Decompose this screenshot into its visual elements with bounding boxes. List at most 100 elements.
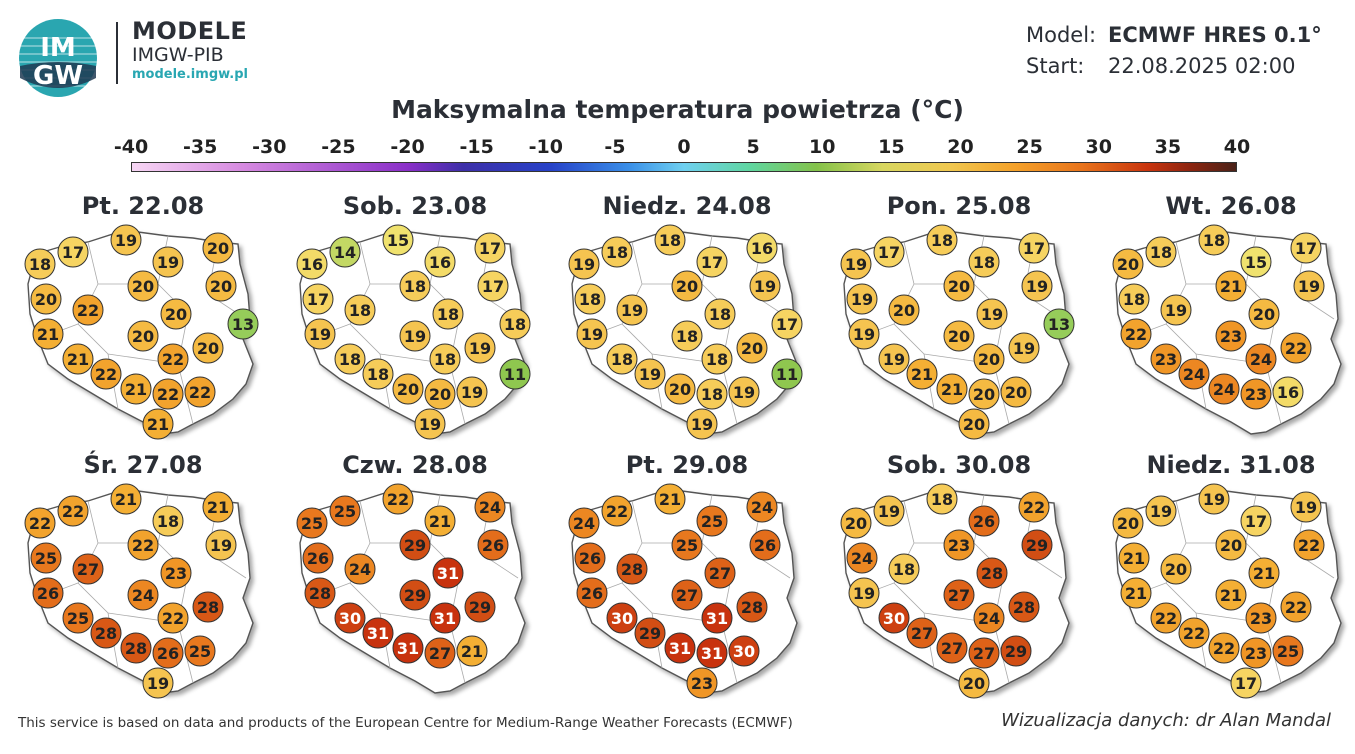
scale-tick-label: -40 [113,136,149,158]
station-temp-marker: 23 [1240,378,1272,410]
station-temp-marker: 25 [1272,635,1304,667]
station-temp-marker: 18 [704,298,736,330]
station-temp-marker: 20 [160,298,192,330]
brand-url[interactable]: modele.imgw.pl [132,67,248,82]
station-temp-marker: 19 [1008,332,1040,364]
station-temp-label: 29 [404,586,426,605]
station-temp-marker: 20 [30,283,62,315]
station-temp-label: 21 [207,498,229,517]
station-temp-label: 25 [67,609,89,628]
scale-tick-label: 15 [878,136,905,158]
station-temp-marker: 19 [616,294,648,326]
station-temp-marker: 18 [888,553,920,585]
station-temp-marker: 19 [878,343,910,375]
station-temp-marker: 21 [1118,542,1150,574]
station-temp-label: 19 [851,290,873,309]
panel-date-title: Śr. 27.08 [83,451,203,479]
station-temp-marker: 21 [906,358,938,390]
station-temp-label: 19 [845,255,867,274]
station-temp-label: 18 [579,290,601,309]
station-temp-marker: 20 [736,332,768,364]
station-temp-label: 30 [339,609,361,628]
station-temp-marker: 18 [399,270,431,302]
station-temp-label: 17 [878,243,900,262]
station-temp-label: 22 [189,383,211,402]
station-temp-label: 20 [963,415,985,434]
station-temp-label: 23 [1250,609,1272,628]
station-temp-marker: 24 [1178,358,1210,390]
station-temp-label: 18 [1150,243,1172,262]
station-temp-marker: 29 [1000,635,1032,667]
imgw-logo: IM GW [19,19,97,97]
footer-attribution: This service is based on data and produc… [18,715,793,731]
station-temp-marker: 23 [1215,320,1247,352]
station-temp-label: 18 [504,315,526,334]
station-temp-label: 19 [621,301,643,320]
station-temp-marker: 19 [456,376,488,408]
station-temp-label: 28 [197,598,219,617]
station-temp-label: 27 [77,560,99,579]
visualization-credit: Wizualizacja danych: dr Alan Mandal [1001,710,1331,731]
panel-date-title: Pon. 25.08 [886,192,1032,220]
station-temp-marker: 18 [601,236,633,268]
station-temp-label: 22 [62,502,84,521]
station-temp-marker: 24 [973,602,1005,634]
station-temp-label: 16 [429,253,451,272]
station-temp-label: 19 [1203,490,1225,509]
station-temp-marker: 20 [664,373,696,405]
station-temp-label: 21 [67,350,89,369]
station-temp-label: 20 [197,339,219,358]
station-temp-label: 28 [95,624,117,643]
station-temp-label: 23 [1245,385,1267,404]
station-temp-label: 19 [1026,277,1048,296]
station-temp-label: 20 [978,350,1000,369]
scale-tick-label: 40 [1223,136,1251,158]
station-temp-label: 18 [701,385,723,404]
station-temp-marker: 20 [1248,298,1280,330]
station-temp-label: 18 [367,365,389,384]
station-temp-marker: 29 [1021,529,1053,561]
station-temp-marker: 20 [968,378,1000,410]
station-temp-label: 18 [349,301,371,320]
station-temp-marker: 19 [873,495,905,527]
station-temp-label: 27 [676,586,698,605]
station-temp-label: 26 [579,549,601,568]
station-temp-label: 19 [469,339,491,358]
station-temp-marker: 23 [1150,343,1182,375]
panel-date-title: Niedz. 24.08 [602,192,772,220]
forecast-panel: Pt. 29.08 24 22 21 24 25 26 26 28 25 27 26 27 28 30 31 2… [562,451,812,701]
station-temp-marker: 20 [202,232,234,264]
station-temp-marker: 28 [192,591,224,623]
station-temp-marker: 20 [943,270,975,302]
station-temp-label: 17 [776,315,798,334]
station-temp-label: 17 [1023,239,1045,258]
station-temp-label: 19 [461,383,483,402]
station-temp-label: 21 [1253,564,1275,583]
station-temp-label: 20 [1253,305,1275,324]
station-temp-label: 22 [29,514,51,533]
panel-date-title: Pt. 22.08 [81,192,205,220]
station-temp-marker: 26 [968,505,1000,537]
station-temp-marker: 21 [142,408,174,440]
station-temp-marker: 22 [24,507,56,539]
forecast-panel: Czw. 28.08 25 25 22 24 21 26 26 24 29 31 28 29 29 30 31… [290,451,540,701]
station-temp-label: 29 [469,598,491,617]
station-temp-marker: 17 [1240,505,1272,537]
station-temp-marker: 17 [1018,232,1050,264]
station-temp-marker: 19 [152,246,184,278]
station-temp-marker: 18 [334,343,366,375]
station-temp-label: 19 [147,674,169,693]
station-temp-label: 31 [706,609,728,628]
station-temp-label: 19 [419,415,441,434]
station-temp-label: 25 [1277,642,1299,661]
station-temp-label: 22 [132,536,154,555]
station-temp-label: 28 [125,639,147,658]
station-temp-label: 21 [115,490,137,509]
station-temp-marker: 30 [728,635,760,667]
forecast-panel: Pt. 22.08 18 17 19 20 19 20 20 22 20 20 21 20 20 21 22 2… [18,192,268,442]
station-temp-marker: 19 [1290,491,1322,523]
model-value: ECMWF HRES 0.1° [1108,23,1322,47]
station-temp-label: 26 [754,536,776,555]
scale-tick-label: 10 [809,136,836,158]
